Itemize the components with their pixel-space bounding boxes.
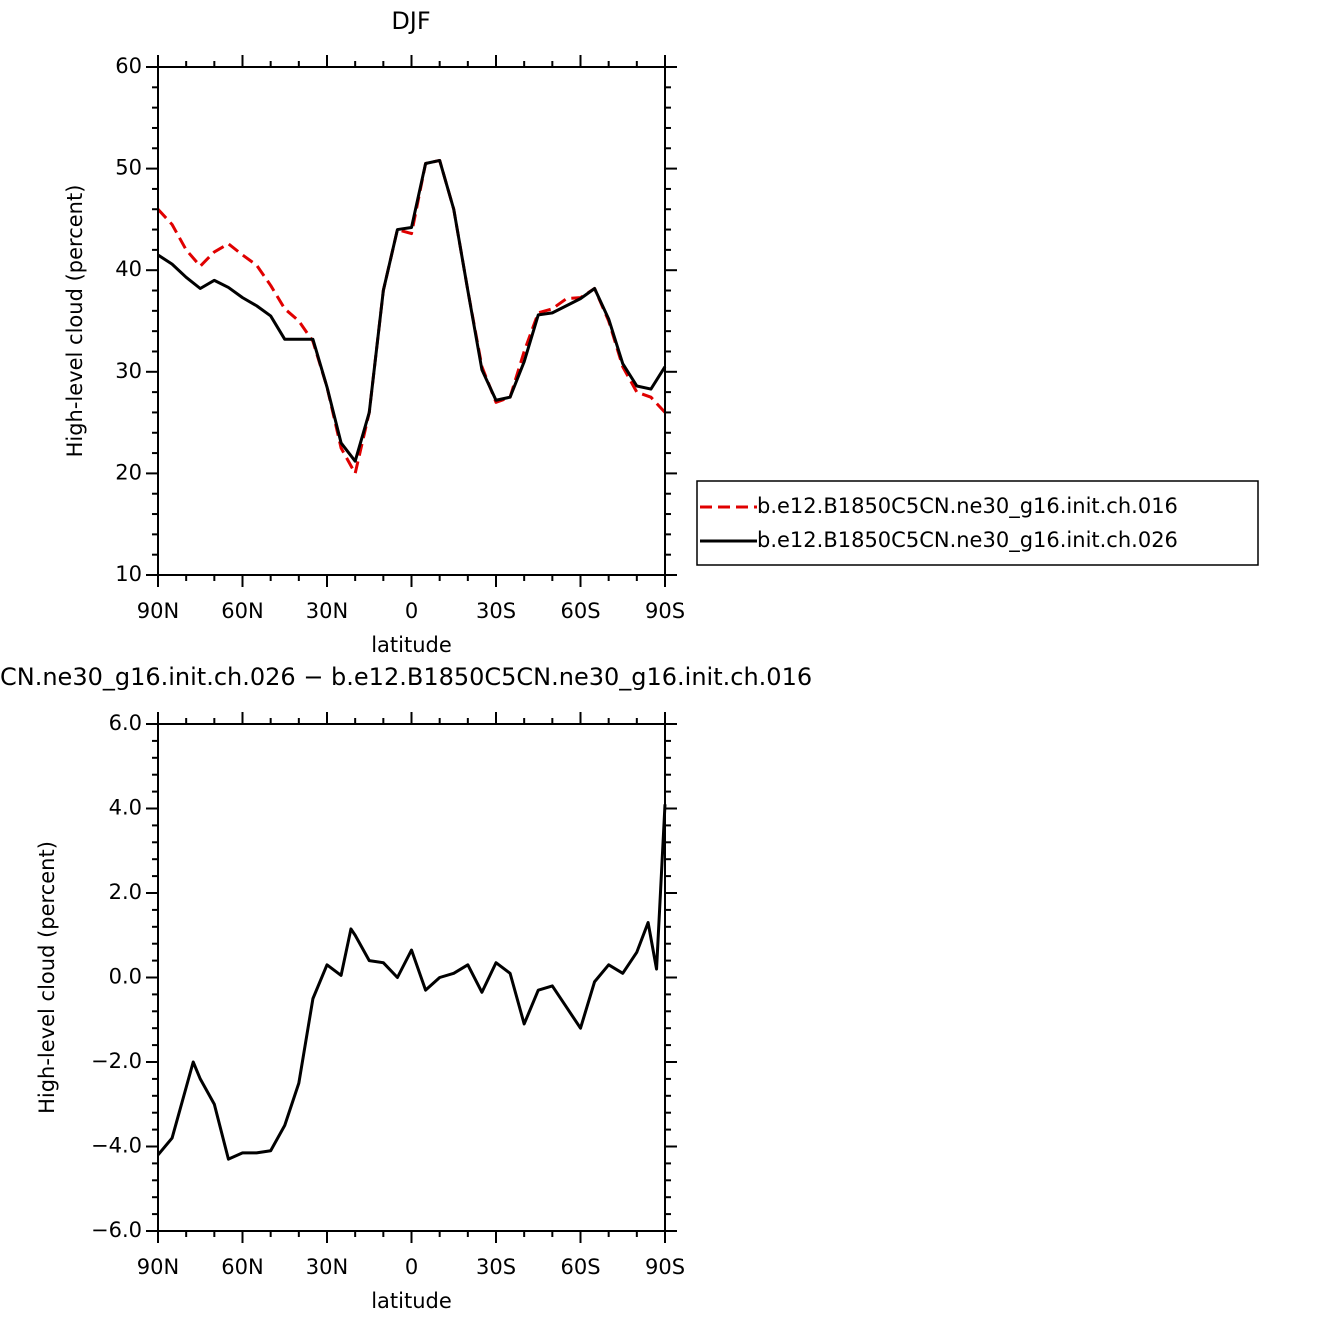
x-tick-label: 90N [137,599,179,623]
x-tick-label: 0 [405,599,418,623]
data-line [156,804,667,1161]
chart-title: DJF [391,7,430,35]
x-tick-label: 60N [221,599,263,623]
y-tick-label: 2.0 [109,880,142,904]
plot-frame [157,66,666,576]
y-tick-label: 0.0 [109,965,142,989]
y-axis-label: High-level cloud (percent) [63,185,87,458]
y-tick-label: −6.0 [91,1218,142,1242]
y-tick-label: 4.0 [109,796,142,820]
data-line [156,158,667,475]
y-tick-label: −4.0 [91,1134,142,1158]
y-tick-label: 30 [115,359,142,383]
y-axis-label: High-level cloud (percent) [35,841,59,1114]
x-tick-label: 90S [645,1255,685,1279]
y-tick-label: 6.0 [109,711,142,735]
chart-title: CN.ne30_g16.init.ch.026 − b.e12.B1850C5C… [0,663,812,691]
x-tick-label: 30S [476,1255,516,1279]
x-axis-label: latitude [371,633,452,657]
y-tick-label: 10 [115,562,142,586]
y-tick-label: 50 [115,156,142,180]
legend-label: b.e12.B1850C5CN.ne30_g16.init.ch.016 [757,494,1178,519]
y-tick-label: 60 [115,54,142,78]
y-tick-label: 40 [115,257,142,281]
x-tick-label: 30N [306,599,348,623]
x-tick-label: 30N [306,1255,348,1279]
x-tick-label: 90N [137,1255,179,1279]
data-line [157,158,667,463]
y-tick-label: 20 [115,460,142,484]
x-tick-label: 90S [645,599,685,623]
legend-box [696,480,1259,566]
x-axis-label: latitude [371,1289,452,1313]
x-tick-label: 60N [221,1255,263,1279]
legend-label: b.e12.B1850C5CN.ne30_g16.init.ch.026 [757,528,1178,553]
x-tick-label: 60S [560,599,600,623]
x-tick-label: 60S [560,1255,600,1279]
y-tick-label: −2.0 [91,1049,142,1073]
x-tick-label: 30S [476,599,516,623]
plot-frame [157,723,666,1232]
x-tick-label: 0 [405,1255,418,1279]
